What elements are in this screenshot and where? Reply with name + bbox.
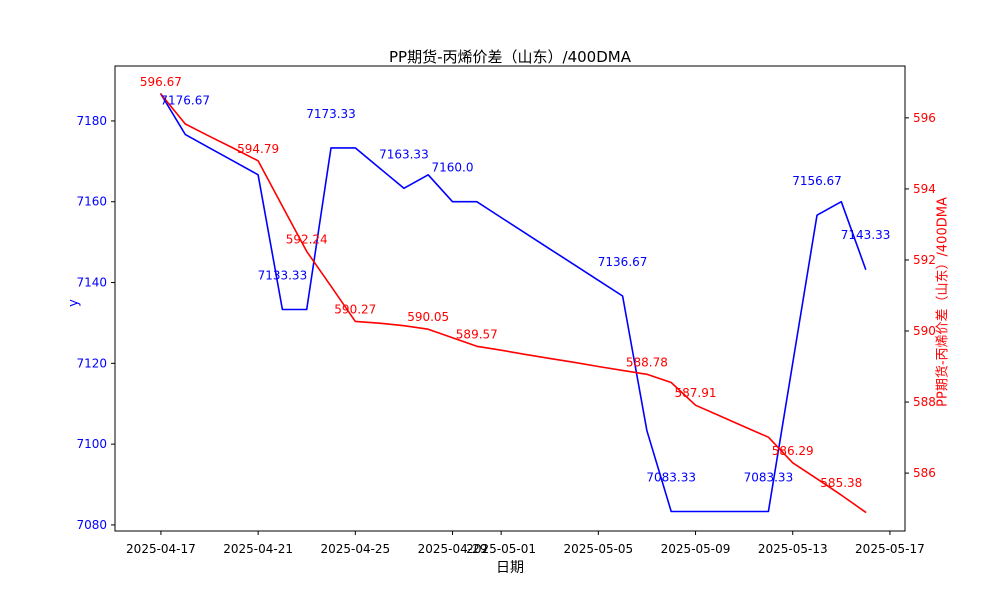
y-right-tick-label: 588 (913, 395, 936, 409)
y-left-tick-label: 7180 (76, 114, 107, 128)
y-left-tick-label: 7120 (76, 356, 107, 370)
series-line-left (160, 93, 867, 513)
x-tick-label: 2025-05-09 (661, 542, 731, 556)
chart-title: PP期货-丙烯价差（山东）/400DMA (389, 48, 631, 66)
x-tick-label: 2025-04-29 (418, 542, 488, 556)
data-label-right: 585.38 (820, 476, 862, 490)
y-right-tick-label: 594 (913, 182, 936, 196)
data-label-right: 587.91 (675, 386, 717, 400)
x-tick-label: 2025-05-05 (563, 542, 633, 556)
y-left-tick-label: 7140 (76, 276, 107, 290)
data-label-left: 7173.33 (306, 107, 356, 121)
plot-border (114, 65, 906, 532)
x-tick-label: 2025-05-13 (758, 542, 828, 556)
data-label-right: 586.29 (772, 444, 814, 458)
data-label-right: 592.24 (286, 232, 328, 246)
x-tick-label: 2025-04-21 (223, 542, 293, 556)
data-label-right: 590.27 (334, 302, 376, 316)
data-label-right: 594.79 (237, 142, 279, 156)
data-label-right: 596.67 (140, 75, 182, 89)
y-left-tick-label: 7100 (76, 437, 107, 451)
y-right-tick-label: 586 (913, 466, 936, 480)
data-label-left: 7136.67 (598, 255, 648, 269)
series-line-right (160, 93, 867, 514)
y-left-tick-label: 7160 (76, 195, 107, 209)
data-label-left: 7176.67 (160, 93, 210, 107)
data-label-left: 7156.67 (792, 174, 842, 188)
x-tick-label: 2025-05-01 (466, 542, 536, 556)
data-label-left: 7083.33 (646, 471, 696, 485)
data-label-left: 7143.33 (841, 228, 891, 242)
x-tick-label: 2025-04-25 (320, 542, 390, 556)
y-right-tick-label: 592 (913, 253, 936, 267)
x-axis-label: 日期 (496, 560, 524, 576)
y-right-tick-label: 590 (913, 324, 936, 338)
data-label-right: 590.05 (407, 310, 449, 324)
data-label-left: 7160.0 (432, 161, 474, 175)
x-tick-label: 2025-04-17 (126, 542, 196, 556)
data-label-left: 7083.33 (744, 471, 794, 485)
data-label-left: 7133.33 (258, 269, 308, 283)
data-label-left: 7163.33 (379, 147, 429, 161)
y-left-tick-label: 7080 (76, 518, 107, 532)
y-right-tick-label: 596 (913, 111, 936, 125)
data-label-right: 589.57 (456, 327, 498, 341)
x-tick-label: 2025-05-17 (855, 542, 925, 556)
data-label-right: 588.78 (626, 355, 668, 369)
